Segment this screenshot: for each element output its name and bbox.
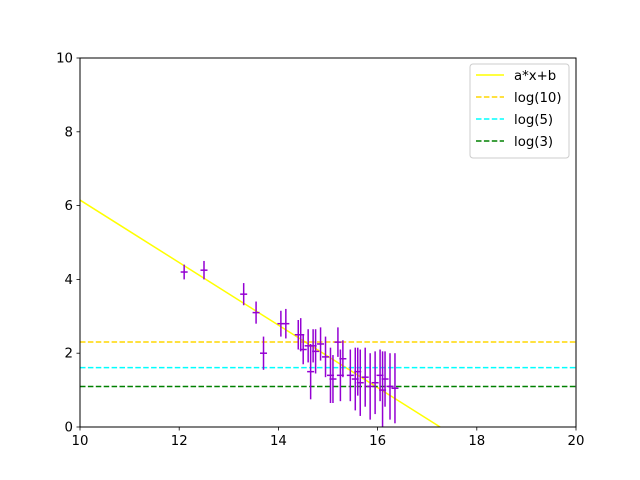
plot-frame bbox=[79, 57, 577, 428]
legend-label: a*x+b bbox=[514, 69, 556, 84]
y-tick-label: 8 bbox=[65, 125, 73, 140]
y-tick-label: 10 bbox=[56, 52, 73, 67]
legend-label: log(3) bbox=[514, 135, 553, 150]
x-tick-label: 10 bbox=[72, 434, 89, 449]
axes-layer: 10 12 14 16 18 20 0 2 4 6 8 10 bbox=[56, 52, 584, 450]
y-tick-label: 2 bbox=[65, 347, 73, 362]
legend-box bbox=[469, 63, 570, 159]
legend-label: log(10) bbox=[514, 91, 562, 106]
y-tick-label: 6 bbox=[65, 199, 73, 214]
y-tick-label: 4 bbox=[65, 273, 73, 288]
x-tick-label: 14 bbox=[270, 434, 287, 449]
x-tick-label: 16 bbox=[369, 434, 386, 449]
x-tick-label: 12 bbox=[171, 434, 188, 449]
x-tick-label: 20 bbox=[568, 434, 585, 449]
legend: a*x+b log(10) log(5) log(3) bbox=[469, 63, 570, 159]
x-tick-label: 18 bbox=[468, 434, 485, 449]
data-layer bbox=[80, 199, 576, 427]
y-tick-label: 0 bbox=[65, 421, 73, 436]
legend-label: log(5) bbox=[514, 113, 553, 128]
